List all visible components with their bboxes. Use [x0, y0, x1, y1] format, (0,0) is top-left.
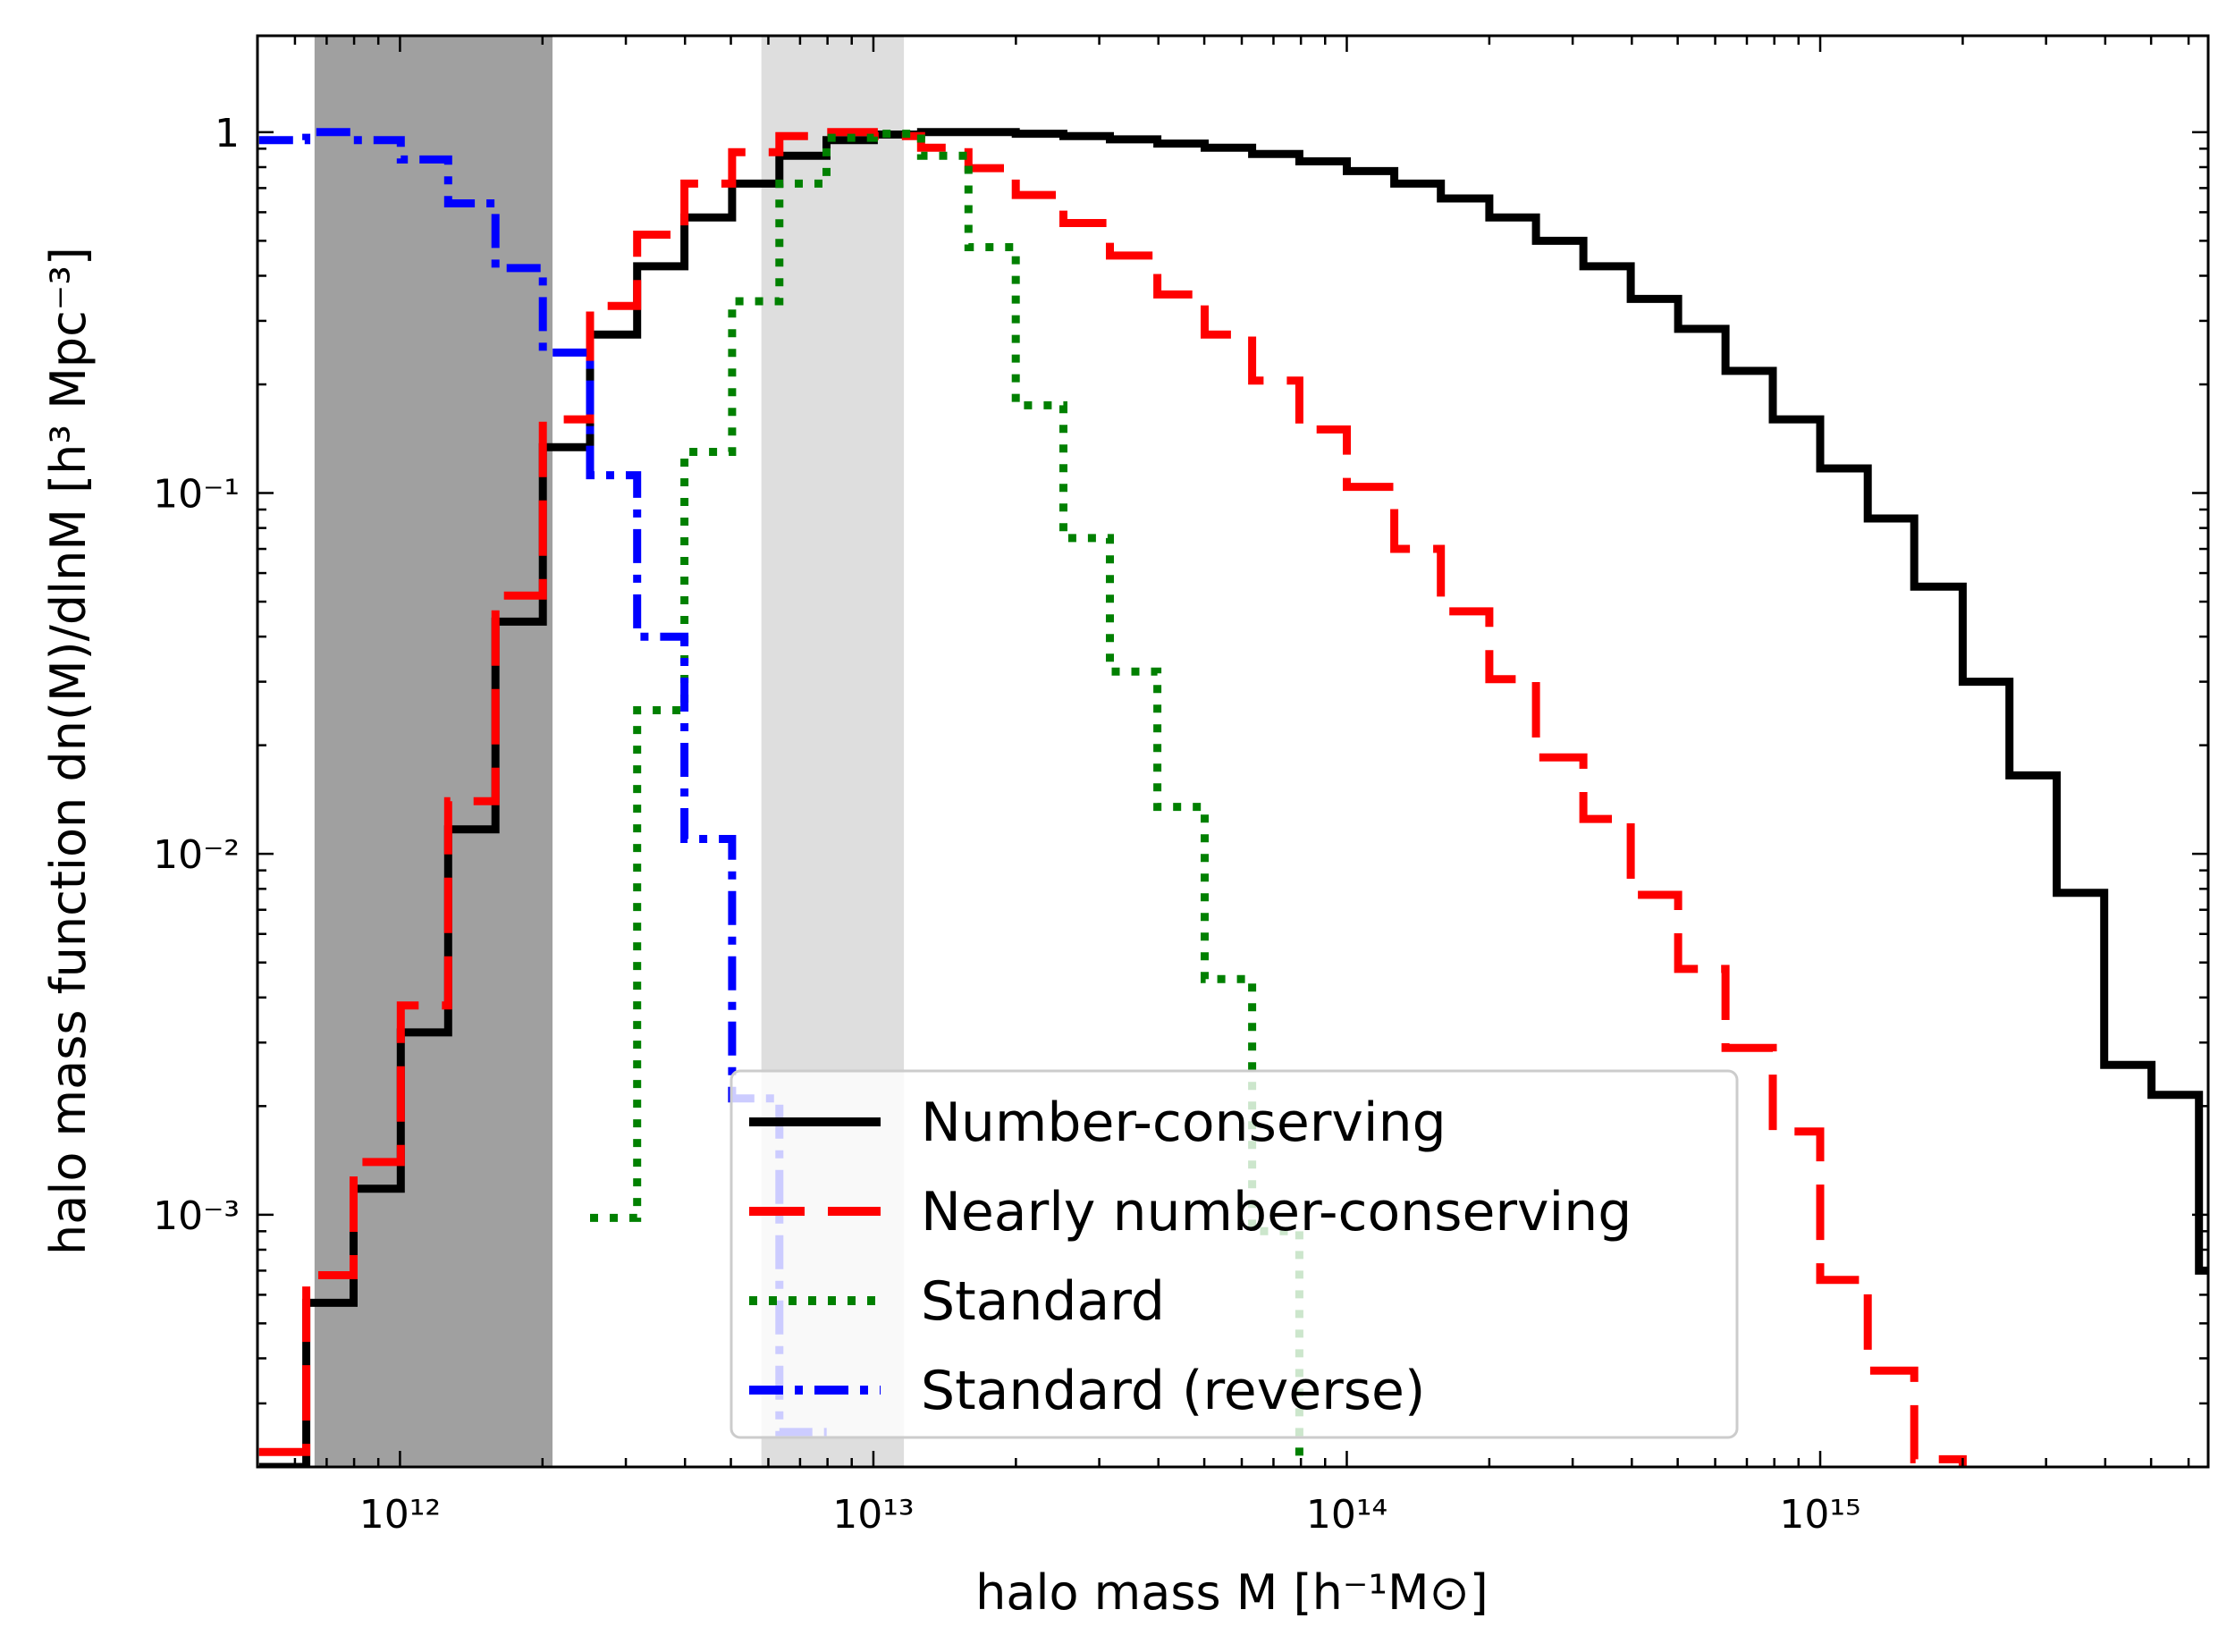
x-tick-label: 10¹⁵ — [1779, 1492, 1860, 1538]
y-tick-label: 1 — [215, 111, 240, 156]
y-axis-label: halo mass function dn(M)/dlnM [h³ Mpc⁻³] — [40, 247, 97, 1255]
series-standard-reverse — [258, 128, 827, 1437]
series-lines — [258, 128, 2208, 1467]
axis-ticks: 10¹² 10¹³ 10¹⁴ 10¹⁵ 1 10⁻¹ 10⁻² 10⁻³ — [153, 36, 2208, 1538]
plot-frame — [256, 34, 2210, 1469]
y-tick-label: 10⁻³ — [153, 1193, 240, 1239]
legend-box — [730, 1069, 1739, 1439]
legend-label-nearly-number-conserving: Nearly number-conserving — [921, 1181, 1632, 1243]
x-axis-label: halo mass M [h⁻¹M⊙] — [975, 1564, 1489, 1621]
y-tick-label: 10⁻² — [153, 832, 240, 878]
legend-label-standard: Standard — [921, 1270, 1165, 1333]
x-tick-label: 10¹³ — [832, 1492, 914, 1538]
legend: Number-conserving Nearly number-conservin… — [730, 1069, 1739, 1439]
series-number-conserving — [258, 128, 2208, 1467]
legend-label-standard-reverse: Standard (reverse) — [921, 1360, 1425, 1422]
series-nearly-number-conserving — [258, 128, 1967, 1467]
x-tick-label: 10¹⁴ — [1306, 1492, 1387, 1538]
legend-label-number-conserving: Number-conserving — [921, 1092, 1446, 1154]
y-tick-label: 10⁻¹ — [153, 472, 240, 518]
x-tick-label: 10¹² — [359, 1492, 441, 1538]
